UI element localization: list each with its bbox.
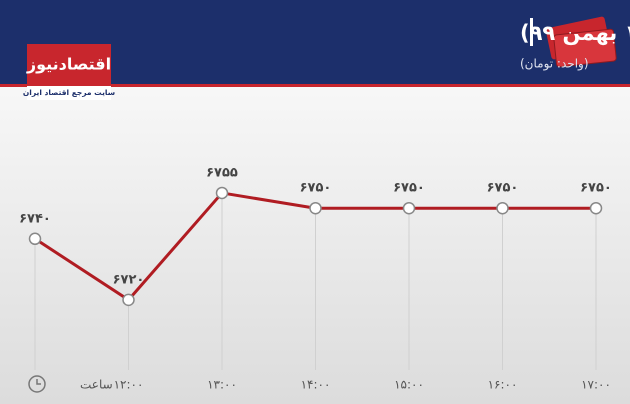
- x-tick-label: ۱۷:۰۰: [581, 378, 611, 392]
- value-label: ۶۷۵۰: [300, 181, 332, 196]
- clock-icon: [28, 375, 46, 393]
- x-axis-label: ساعت: [80, 378, 113, 392]
- chart-subtitle: (واحد: تومان): [520, 57, 589, 72]
- x-tick-label: ۱۴:۰۰: [301, 378, 331, 392]
- point: [309, 201, 322, 215]
- logo-box: [27, 44, 111, 86]
- money-icon: [545, 16, 617, 68]
- point: [402, 201, 416, 215]
- tagline-box: [27, 86, 111, 100]
- value-label: ۶۷۵۵: [206, 165, 238, 180]
- point: [496, 201, 509, 215]
- brand-tagline: سایت مرجع اقتصاد ایران: [23, 88, 115, 97]
- value-label: ۶۷۲۰: [113, 272, 145, 287]
- title-bar: [530, 18, 533, 46]
- value-label: ۶۷۴۰: [19, 211, 51, 226]
- value-label: ۶۷۵۰: [580, 181, 612, 196]
- x-tick-label: ۱۲:۰۰: [114, 378, 144, 392]
- point: [589, 201, 603, 215]
- x-tick-label: ۱۶:۰۰: [488, 378, 518, 392]
- header-accent: [0, 84, 630, 87]
- value-label: ۶۷۵۰: [393, 181, 425, 196]
- point: [215, 186, 229, 200]
- x-tick-label: ۱۳:۰۰: [207, 378, 237, 392]
- brand: اقتصادنیوز: [26, 55, 111, 74]
- point: [122, 293, 135, 307]
- point: [28, 232, 42, 246]
- x-tick-label: ۱۵:۰۰: [394, 378, 424, 392]
- chart-title: روند بهای درهم (سه‌شنبه ۱۴ بهمن ۹۹): [520, 21, 630, 45]
- value-label: ۶۷۵۰: [487, 181, 519, 196]
